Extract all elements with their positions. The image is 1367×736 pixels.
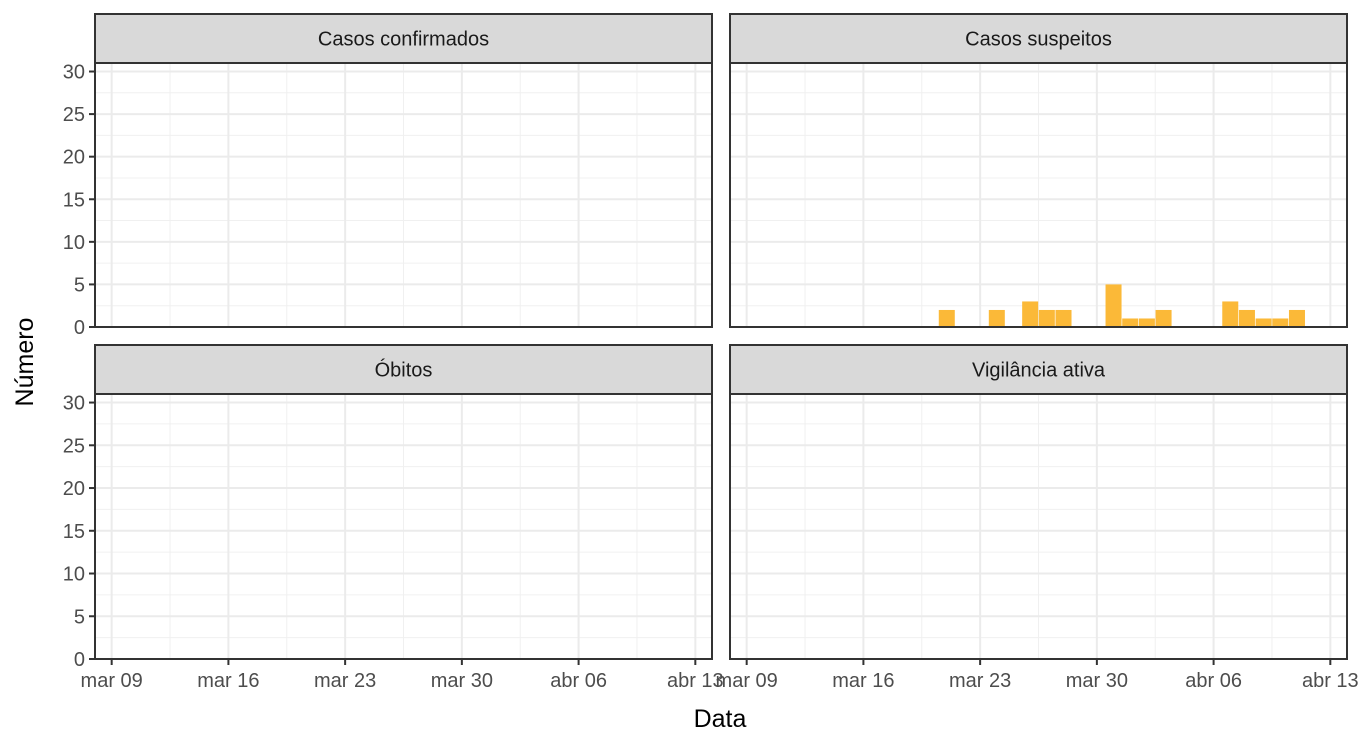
x-axis: mar 09 mar 16 mar 23 mar 30 abr 06 abr 13mar …	[81, 659, 1359, 692]
bar	[1138, 318, 1155, 327]
facet-title: Vigilância ativa	[972, 360, 1106, 382]
bar	[1038, 309, 1055, 327]
bar	[1222, 301, 1239, 327]
facet-strip	[94, 13, 713, 64]
facet-title: Casos confirmados	[318, 29, 489, 51]
x-tick-label: mar 09	[716, 670, 778, 692]
bar	[1238, 309, 1255, 327]
x-tick-label: mar 16	[832, 670, 894, 692]
y-tick-label: 20	[63, 478, 85, 500]
facet-panel: Casos confirmados	[94, 13, 713, 328]
x-tick-label: mar 09	[81, 670, 143, 692]
x-tick-label: abr 13	[1302, 670, 1359, 692]
facet-strip	[729, 344, 1348, 395]
bar	[988, 309, 1005, 327]
x-tick-label: mar 30	[1066, 670, 1128, 692]
x-tick-label: mar 23	[314, 670, 376, 692]
bar	[1272, 318, 1289, 327]
y-tick-label: 15	[63, 521, 85, 543]
y-tick-label: 0	[74, 317, 85, 339]
bar	[938, 309, 955, 327]
y-axis-top: 0 5 10 15 20 25 30	[63, 62, 95, 339]
x-tick-label: mar 23	[949, 670, 1011, 692]
facet-strip	[729, 13, 1348, 64]
bar	[1155, 309, 1172, 327]
y-tick-label: 30	[63, 62, 85, 84]
facet-title: Casos suspeitos	[965, 29, 1112, 51]
x-tick-label: abr 13	[667, 670, 724, 692]
facet-panels: Casos confirmados Casos suspeitos Óbitos Vi…	[94, 13, 1348, 660]
bar	[1122, 318, 1139, 327]
y-axis-bottom: 0 5 10 15 20 25 30	[63, 393, 95, 671]
facet-panel: Casos suspeitos	[729, 13, 1348, 328]
x-tick-label: mar 30	[431, 670, 493, 692]
bar	[1055, 309, 1072, 327]
bar	[1288, 309, 1305, 327]
x-axis-title: Data	[694, 705, 747, 731]
x-tick-label: mar 16	[197, 670, 259, 692]
bar	[1105, 284, 1122, 327]
x-tick-label: abr 06	[1185, 670, 1242, 692]
bar	[1255, 318, 1272, 327]
y-tick-label: 15	[63, 189, 85, 211]
facet-panel: Óbitos	[94, 344, 713, 660]
x-tick-label: abr 06	[550, 670, 607, 692]
facet-title: Óbitos	[375, 359, 433, 382]
facet-panel: Vigilância ativa	[729, 344, 1348, 660]
y-tick-label: 10	[63, 564, 85, 586]
y-tick-label: 30	[63, 393, 85, 415]
facet-strip	[94, 344, 713, 395]
y-tick-label: 25	[63, 104, 85, 126]
y-tick-label: 5	[74, 274, 85, 296]
y-tick-label: 0	[74, 649, 85, 671]
y-tick-label: 5	[74, 606, 85, 628]
y-tick-label: 25	[63, 435, 85, 457]
y-tick-label: 20	[63, 147, 85, 169]
bar	[1022, 301, 1039, 327]
y-axis-title: Número	[11, 318, 39, 407]
y-tick-label: 10	[63, 232, 85, 254]
